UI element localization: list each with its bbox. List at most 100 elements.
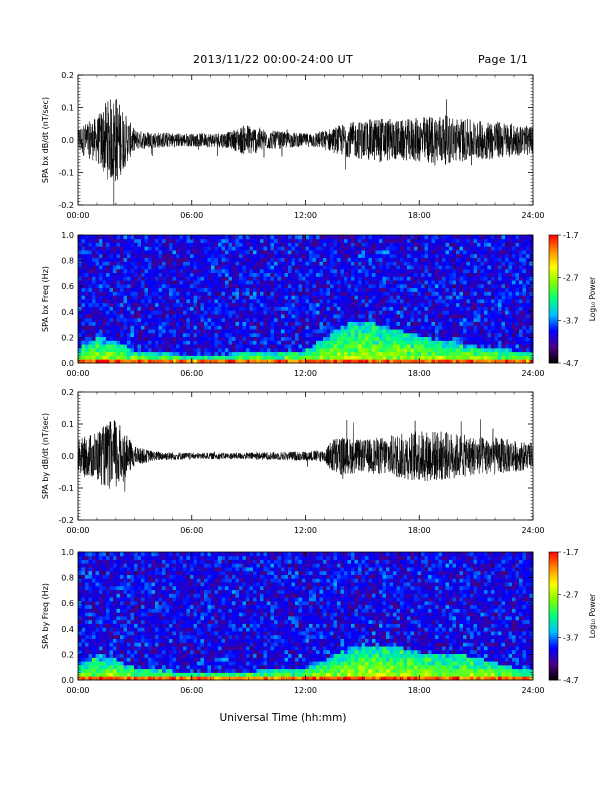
spectrogram-cell — [326, 272, 331, 277]
spectrogram-cell — [284, 246, 289, 251]
spectrogram-cell — [183, 276, 187, 281]
spectrogram-cell — [414, 329, 418, 334]
spectrogram-cell — [214, 250, 219, 255]
spectrogram-cell — [179, 299, 184, 304]
spectrogram-cell — [498, 351, 502, 356]
spectrogram-cell — [239, 242, 243, 247]
spectrogram-cell — [305, 329, 310, 334]
spectrogram-cell — [141, 268, 145, 274]
spectrogram-cell — [340, 299, 345, 304]
spectrogram-cell — [459, 242, 464, 247]
spectrogram-cell — [515, 299, 520, 304]
spectrogram-cell — [389, 261, 394, 266]
spectrogram-cell — [529, 344, 534, 349]
spectrogram-cell — [330, 302, 334, 307]
spectrogram-cell — [116, 246, 121, 251]
spectrogram-cell — [340, 257, 345, 262]
spectrogram-cell — [466, 253, 471, 258]
spectrogram-cell — [519, 347, 523, 353]
spectrogram-cell — [452, 280, 457, 285]
spectrogram-cell — [106, 347, 110, 353]
spectrogram-cell — [200, 321, 205, 326]
spectrogram-cell — [228, 317, 233, 322]
spectrogram-cell — [151, 268, 156, 274]
spectrogram-cell — [281, 299, 285, 304]
spectrogram-cell — [85, 299, 89, 304]
spectrogram-cell — [340, 314, 345, 319]
spectrogram-cell — [505, 310, 509, 315]
spectrogram-cell — [277, 265, 282, 270]
spectrogram-cell — [211, 325, 215, 330]
spectrogram-cell — [431, 344, 436, 349]
spectrogram-cell — [428, 268, 432, 274]
spectrogram-cell — [400, 246, 404, 251]
y-tick-label: 0.2 — [61, 333, 74, 342]
spectrogram-cell — [340, 265, 345, 270]
spectrogram-cell — [120, 257, 124, 262]
spectrogram-cell — [487, 317, 492, 322]
spectrogram-cell — [127, 299, 131, 304]
spectrogram-cell — [386, 314, 390, 319]
spectrogram-cell — [449, 332, 453, 338]
spectrogram-cell — [197, 306, 201, 311]
spectrogram-cell — [295, 347, 299, 353]
spectrogram-cell — [393, 283, 397, 289]
spectrogram-cell — [480, 261, 485, 266]
spectrogram-cell — [445, 325, 450, 330]
spectrogram-cell — [99, 347, 103, 353]
spectrogram-cell — [505, 265, 509, 270]
spectrogram-cell — [431, 306, 436, 311]
spectrogram-cell — [396, 268, 401, 274]
spectrogram-cell — [484, 325, 488, 330]
spectrogram-cell — [337, 238, 341, 243]
spectrogram-cell — [165, 310, 170, 315]
spectrogram-cell — [512, 283, 516, 289]
spectrogram-cell — [326, 268, 331, 274]
spectrogram-cell — [414, 253, 418, 258]
spectrogram-cell — [449, 246, 453, 251]
spectrogram-cell — [144, 242, 149, 247]
spectrogram-cell — [473, 283, 478, 289]
spectrogram-cell — [501, 336, 506, 341]
spectrogram-cell — [165, 299, 170, 304]
spectrogram-cell — [92, 276, 96, 281]
spectrogram-cell — [512, 336, 516, 341]
spectrogram-cell — [298, 306, 303, 311]
spectrogram-cell — [120, 287, 124, 292]
spectrogram-cell — [375, 299, 380, 304]
spectrogram-cell — [277, 325, 282, 330]
spectrogram-cell — [365, 272, 369, 277]
spectrogram-cell — [498, 299, 502, 304]
spectrogram-cell — [274, 276, 278, 281]
spectrogram-cell — [466, 317, 471, 322]
spectrogram-cell — [333, 332, 338, 338]
spectrogram-cell — [246, 291, 250, 296]
spectrogram-cell — [158, 295, 163, 300]
spectrogram-cell — [340, 359, 345, 364]
spectrogram-cell — [445, 302, 450, 307]
spectrogram-cell — [347, 359, 352, 364]
spectrogram-cell — [228, 261, 233, 266]
spectrogram-cell — [487, 355, 492, 360]
spectrogram-cell — [333, 325, 338, 330]
spectrogram-cell — [526, 238, 530, 243]
spectrogram-cell — [232, 280, 236, 285]
spectrogram-cell — [333, 302, 338, 307]
spectrogram-cell — [158, 310, 163, 315]
spectrogram-cell — [379, 317, 383, 322]
spectrogram-cell — [204, 291, 208, 296]
spectrogram-cell — [81, 355, 86, 360]
spectrogram-cell — [246, 265, 250, 270]
spectrogram-cell — [179, 336, 184, 341]
spectrogram-cell — [365, 351, 369, 356]
spectrogram-cell — [169, 359, 173, 364]
spectrogram-cell — [386, 280, 390, 285]
spectrogram-cell — [330, 336, 334, 341]
spectrogram-cell — [120, 359, 124, 364]
spectrogram-cell — [211, 317, 215, 322]
spectrogram-cell — [281, 295, 285, 300]
spectrogram-cell — [414, 332, 418, 338]
spectrogram-cell — [172, 306, 177, 311]
spectrogram-cell — [505, 272, 509, 277]
spectrogram-cell — [302, 235, 306, 240]
